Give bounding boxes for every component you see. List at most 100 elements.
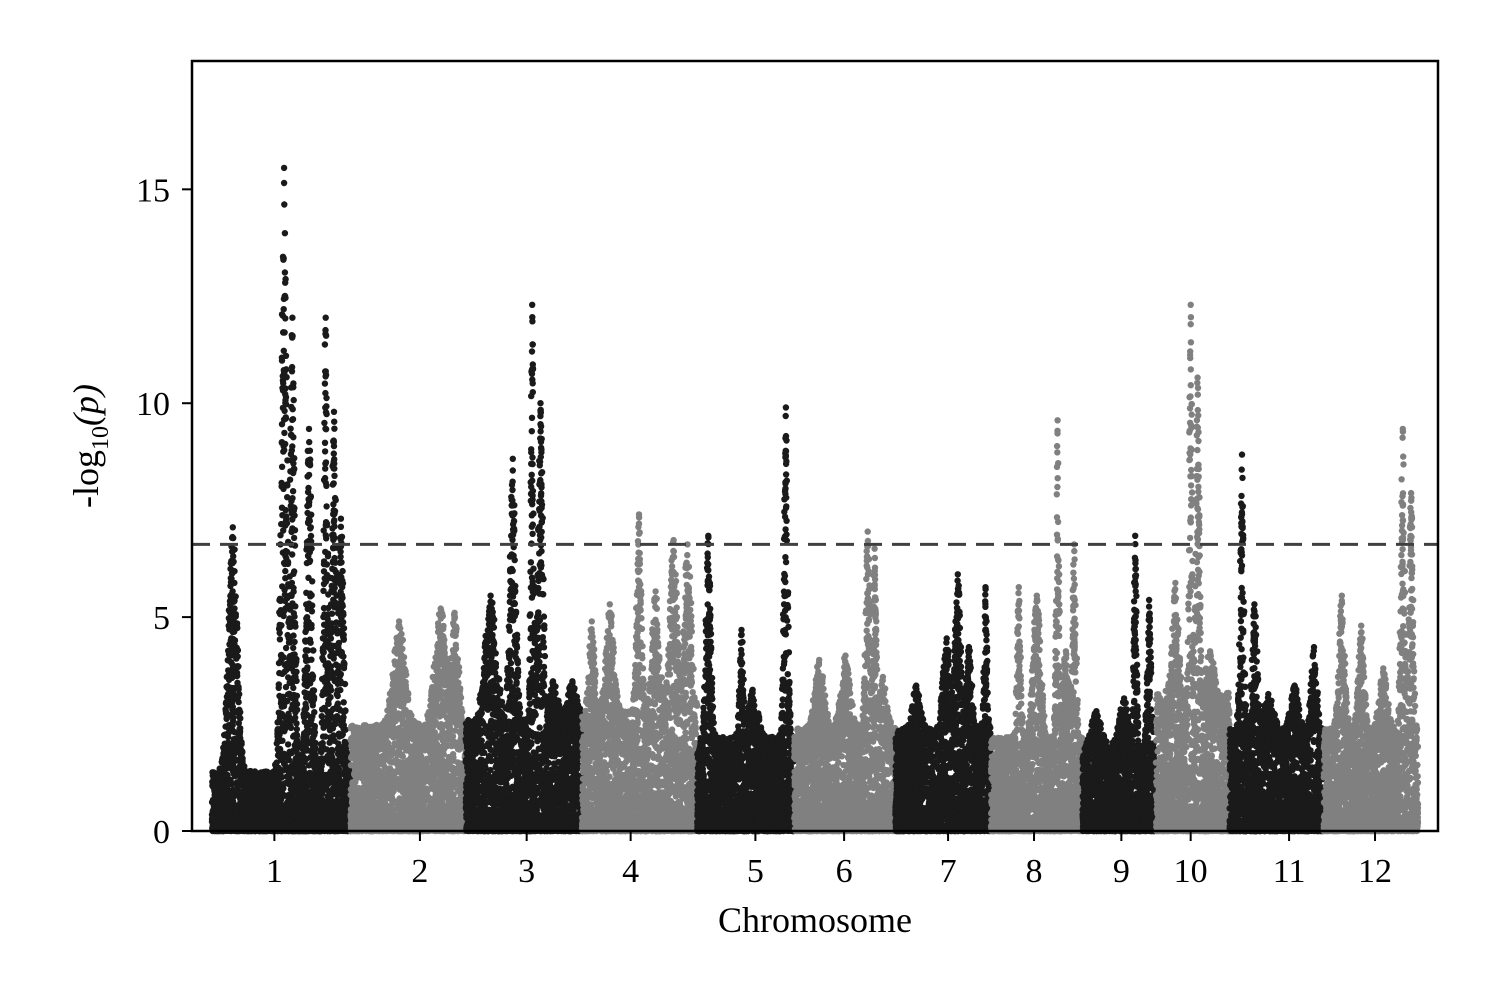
snp-point — [223, 699, 230, 706]
snp-point — [224, 684, 231, 692]
snp-point — [334, 642, 342, 649]
snp-point — [332, 810, 340, 817]
snp-point — [224, 804, 231, 811]
snp-point — [276, 636, 284, 643]
snp-point — [289, 506, 296, 513]
snp-point — [284, 593, 291, 600]
snp-point — [340, 699, 347, 706]
snp-point — [304, 473, 311, 480]
snp-point — [229, 547, 237, 554]
snp-point — [228, 635, 235, 642]
snp-point — [319, 635, 327, 642]
snp-point — [253, 770, 260, 777]
snp-point — [282, 683, 290, 691]
snp-point — [289, 488, 297, 495]
snp-point — [301, 706, 308, 713]
snp-point — [331, 425, 338, 432]
snp-point — [290, 534, 298, 542]
snp-point — [317, 823, 324, 830]
snp-point — [285, 639, 293, 646]
snp-point — [338, 627, 345, 634]
snp-point — [325, 721, 333, 728]
snp-point — [282, 780, 289, 787]
snp-point — [336, 672, 344, 679]
snp-point — [258, 789, 265, 796]
snp-point — [307, 493, 314, 501]
snp-point — [226, 601, 234, 608]
snp-point — [336, 733, 343, 740]
snp-point — [320, 568, 328, 575]
snp-point — [338, 602, 345, 609]
snp-point — [327, 674, 334, 681]
snp-point — [323, 394, 330, 402]
snp-point — [251, 782, 258, 789]
snp-point — [224, 760, 231, 767]
snp-point — [221, 793, 228, 800]
snp-point — [333, 702, 341, 710]
snp-point — [326, 715, 333, 722]
snp-point — [228, 795, 235, 802]
snp-point — [231, 640, 238, 648]
snp-point — [293, 656, 300, 663]
snp-point — [324, 756, 331, 763]
snp-point — [301, 730, 308, 737]
snp-point — [236, 706, 243, 713]
snp-point — [287, 716, 294, 724]
snp-point — [310, 647, 317, 654]
snp-point — [278, 817, 286, 825]
snp-point — [332, 559, 339, 566]
snp-point — [313, 755, 320, 762]
snp-point — [322, 409, 330, 416]
snp-point — [319, 644, 327, 652]
snp-point — [332, 496, 339, 504]
snp-point — [227, 560, 235, 567]
snp-point — [291, 455, 298, 462]
snp-point — [306, 438, 313, 446]
snp-point — [322, 426, 330, 433]
snp-point — [292, 603, 299, 610]
snp-point — [280, 256, 287, 263]
snp-point — [320, 580, 328, 588]
snp-point — [219, 807, 226, 815]
snp-point — [311, 729, 319, 736]
snp-point — [287, 468, 294, 475]
snp-point — [288, 497, 295, 505]
snp-point — [325, 700, 332, 708]
snp-point — [280, 306, 287, 313]
snp-point — [294, 750, 302, 758]
snp-point — [276, 753, 283, 760]
snp-point — [336, 571, 344, 579]
snp-point — [330, 507, 337, 514]
snp-point — [290, 733, 297, 740]
snp-point — [307, 590, 314, 597]
snp-point — [291, 801, 298, 808]
snp-point — [230, 594, 237, 601]
snp-point — [295, 761, 302, 769]
snp-point — [331, 764, 338, 771]
snp-point — [331, 418, 338, 425]
snp-point — [288, 528, 295, 536]
snp-point — [274, 726, 281, 733]
snp-point — [334, 776, 342, 784]
snp-point — [230, 786, 237, 793]
snp-point — [331, 523, 338, 530]
snp-point — [273, 740, 280, 747]
snp-point — [308, 656, 315, 663]
snp-point — [269, 800, 276, 807]
snp-point — [300, 713, 308, 720]
snp-point — [285, 756, 293, 764]
snp-point — [317, 800, 325, 808]
snp-point — [289, 332, 296, 340]
snp-point — [341, 680, 349, 688]
snp-point — [284, 559, 292, 566]
snp-point — [250, 813, 257, 820]
snp-point — [331, 782, 339, 789]
snp-point — [280, 329, 287, 336]
snp-point — [317, 748, 324, 755]
snp-point — [324, 550, 332, 557]
snp-point — [333, 821, 340, 829]
snp-point — [330, 408, 338, 415]
snp-point — [281, 446, 288, 454]
snp-point — [334, 680, 341, 687]
snp-point — [245, 784, 252, 791]
